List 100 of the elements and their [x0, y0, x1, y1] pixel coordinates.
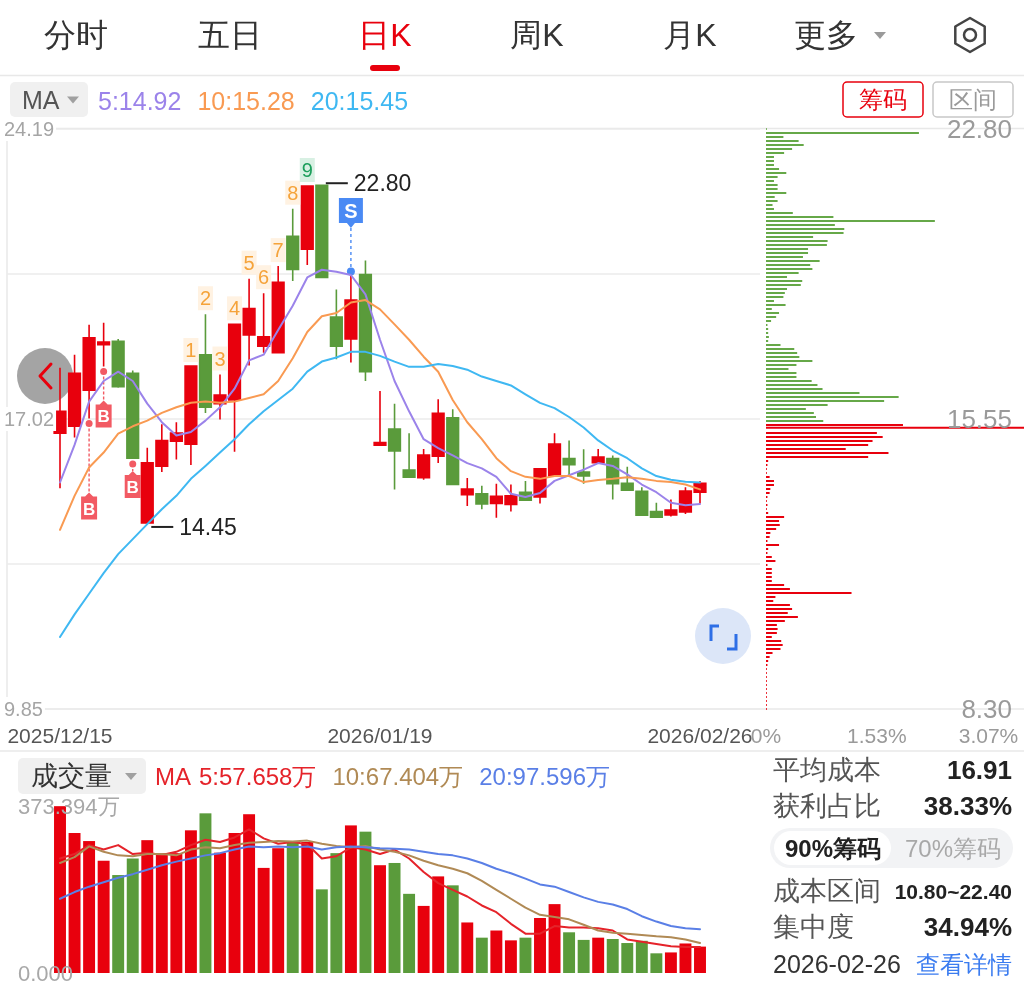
bar: [766, 644, 783, 646]
bar: [766, 604, 790, 606]
candlestick: [373, 390, 387, 447]
bar: [766, 352, 798, 354]
bar: [184, 830, 197, 973]
bar: [766, 356, 800, 358]
bar: [766, 296, 784, 298]
bar: [766, 624, 777, 626]
bar: [766, 260, 820, 262]
annotation: B: [126, 478, 139, 498]
bar: [766, 520, 780, 522]
bar: [766, 600, 774, 602]
bar: [766, 544, 780, 546]
bar: [766, 372, 797, 374]
y-tick-label: 9.85: [4, 698, 43, 720]
text: 90%筹码: [784, 834, 882, 862]
text: 20:15.45: [310, 87, 409, 115]
bar: [766, 244, 827, 246]
bar: [155, 853, 168, 973]
bar: [766, 252, 809, 254]
text: 成本区间: [773, 876, 881, 906]
bar: [766, 536, 770, 538]
bar: [344, 825, 357, 973]
x-tick-label: 2025/12/15: [7, 723, 113, 747]
bar: [766, 152, 785, 154]
bar: [766, 196, 775, 198]
bar: [766, 660, 769, 662]
bar: [766, 608, 793, 610]
bar: [766, 320, 772, 322]
candlestick: [620, 465, 634, 491]
bar: [766, 636, 772, 638]
bar: [766, 616, 798, 618]
y-tick-label: 8.30: [961, 694, 1012, 724]
bar: [664, 952, 677, 973]
bar: [766, 396, 899, 398]
bar: [766, 400, 885, 402]
text: 区间: [949, 86, 997, 113]
bar: [766, 440, 873, 442]
text: 五日: [198, 17, 262, 53]
bar: [766, 648, 781, 650]
bar: [766, 284, 801, 286]
bar: [766, 620, 785, 622]
bar: [199, 813, 212, 973]
bar: [766, 612, 788, 614]
y-tick-label: 22.80: [946, 114, 1012, 144]
bar: [432, 876, 445, 973]
candlestick: [460, 477, 474, 507]
x-tick-label: 3.07%: [958, 723, 1019, 747]
bar: [766, 292, 785, 294]
bar: [257, 867, 270, 973]
bar: [766, 300, 774, 302]
bar: [766, 316, 777, 318]
bar: [766, 368, 789, 370]
bar: [548, 904, 561, 973]
candlestick: [402, 432, 416, 479]
bar: [766, 592, 852, 594]
bar: [766, 132, 919, 134]
bar: [766, 360, 813, 362]
text: 分时: [44, 17, 108, 53]
annotation: 14.45: [179, 513, 237, 540]
candlestick: [562, 439, 576, 477]
bar: [359, 831, 372, 973]
bar: [766, 276, 788, 278]
bar: [766, 268, 813, 270]
bar: [766, 340, 769, 342]
text: 日K: [358, 17, 412, 53]
bar: [766, 212, 793, 214]
bar: [766, 168, 780, 170]
bar: [766, 632, 777, 634]
candlestick: [446, 408, 460, 486]
bar: [766, 408, 806, 410]
bar: [766, 388, 823, 390]
bar: [766, 576, 772, 578]
bar: [766, 460, 769, 462]
bar: [766, 480, 774, 482]
bar: [766, 444, 869, 446]
bar: [403, 893, 416, 973]
bar: [766, 208, 774, 210]
bar: [766, 192, 787, 194]
bar: [301, 841, 314, 973]
bar: [766, 456, 869, 458]
text: 70%筹码: [904, 834, 1002, 862]
bar: [766, 580, 772, 582]
text: 10:67.404万: [332, 762, 464, 790]
text: 查看详情: [916, 950, 1012, 978]
candlestick: [635, 486, 649, 517]
bar: [766, 200, 778, 202]
text: 5:14.92: [98, 87, 182, 115]
bar: [766, 404, 828, 406]
bar: [766, 584, 785, 586]
bar: [766, 344, 781, 346]
bar: [388, 862, 401, 973]
text: 16.91: [946, 755, 1012, 785]
bar: [766, 256, 803, 258]
x-tick-label: 1.53%: [847, 723, 907, 747]
bar: [766, 348, 795, 350]
bar: [766, 140, 799, 142]
bar: [766, 144, 804, 146]
bar: [606, 939, 619, 973]
text: 周K: [510, 17, 564, 53]
